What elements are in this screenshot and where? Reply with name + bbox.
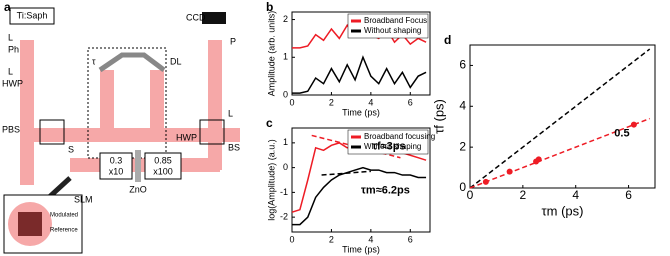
legend-label: Broadband focusing <box>364 132 435 141</box>
label: SLM <box>74 194 93 204</box>
y-tick-label: 2 <box>459 139 466 153</box>
beam <box>150 70 164 135</box>
beam <box>20 135 34 185</box>
y-tick-label: 6 <box>459 58 466 72</box>
panel-label: a <box>4 0 11 14</box>
panel-label: b <box>266 0 273 14</box>
delay-box <box>87 47 167 159</box>
annotation: τf≈3ps <box>372 141 406 153</box>
annotation: 0.5 <box>614 128 629 140</box>
label: HWP <box>2 78 23 88</box>
label: x100 <box>153 166 173 176</box>
beam <box>20 40 34 135</box>
inset-pattern <box>18 212 42 236</box>
y-tick-label: 1 <box>283 52 288 62</box>
fit-line <box>469 48 651 189</box>
y-tick-label: -2 <box>280 212 288 222</box>
x-axis-label: Time (ps) <box>342 107 380 117</box>
x-tick-label: 2 <box>520 188 527 202</box>
label: DL <box>170 56 182 66</box>
label: S <box>68 144 74 154</box>
objective <box>99 152 133 180</box>
pbs <box>39 119 65 145</box>
label: L <box>8 66 13 76</box>
label: PBS <box>2 124 20 134</box>
panel-label: c <box>266 116 273 130</box>
y-axis-label: log(Amplitude) (a.u.) <box>266 139 276 221</box>
y-tick-label: 0 <box>459 180 466 194</box>
x-axis-label: τm (ps) <box>542 203 584 218</box>
legend-box <box>347 13 429 39</box>
label: 0.85 <box>154 155 172 165</box>
series-line <box>292 55 427 94</box>
x-tick-label: 6 <box>408 234 413 244</box>
x-tick-label: 2 <box>329 234 334 244</box>
x-tick-label: 0 <box>467 188 474 202</box>
y-tick-label: 2 <box>283 14 288 24</box>
fit-line <box>469 117 650 189</box>
laser-box <box>9 7 55 25</box>
x-axis-label: Time (ps) <box>342 244 380 254</box>
label: BS <box>228 142 240 152</box>
label: Ph <box>8 44 19 54</box>
legend-box <box>347 129 429 155</box>
label: CCD <box>186 12 206 22</box>
beam <box>100 70 114 135</box>
point <box>506 168 513 175</box>
x-tick-label: 4 <box>368 97 373 107</box>
x-tick-label: 0 <box>289 97 294 107</box>
objective <box>144 152 182 180</box>
panel-label: d <box>444 33 451 47</box>
label: ZnO <box>129 184 147 194</box>
label: Modulated <box>50 213 78 219</box>
y-tick-label: 4 <box>459 98 466 112</box>
y-tick-label: 0 <box>283 89 288 99</box>
series-line <box>292 166 427 226</box>
x-tick-label: 2 <box>329 97 334 107</box>
plot-frame <box>291 11 431 96</box>
x-tick-label: 4 <box>572 188 579 202</box>
point <box>482 178 489 185</box>
label: Ti:Saph <box>17 10 48 20</box>
point <box>535 156 542 163</box>
x-tick-label: 0 <box>289 234 294 244</box>
plot-frame <box>291 127 431 233</box>
sample <box>135 150 141 182</box>
legend-label: Broadband Focus <box>364 16 427 25</box>
legend-label: Without shaping <box>364 142 421 151</box>
bs <box>199 119 225 145</box>
label: HWP <box>176 132 197 142</box>
label: P <box>230 36 236 46</box>
x-tick-label: 4 <box>368 234 373 244</box>
y-tick-label: -1 <box>280 187 288 197</box>
delay-mirror <box>98 52 166 73</box>
annotation: τm≈6.2ps <box>361 184 410 196</box>
label: τ <box>92 56 96 66</box>
ccd <box>202 12 226 24</box>
x-tick-label: 6 <box>625 188 632 202</box>
y-tick-label: 0 <box>283 162 288 172</box>
label: L <box>228 108 233 118</box>
y-axis-label: τf (ps) <box>431 99 446 134</box>
plot-frame <box>469 44 656 189</box>
x-tick-label: 6 <box>408 97 413 107</box>
legend-label: Without shaping <box>364 26 421 35</box>
setup-diagram: a Ti:Saph L Ph L HWP PBS S SLM DL τ L BS… <box>2 0 240 254</box>
point <box>630 121 637 128</box>
y-axis-label: Amplitude (arb. units) <box>266 11 276 97</box>
y-tick-label: 1 <box>283 137 288 147</box>
label: L <box>8 32 13 42</box>
label: Reference <box>50 228 78 234</box>
beam <box>20 128 240 142</box>
label: x10 <box>109 166 124 176</box>
beam <box>208 40 222 170</box>
label: 0.3 <box>110 155 123 165</box>
